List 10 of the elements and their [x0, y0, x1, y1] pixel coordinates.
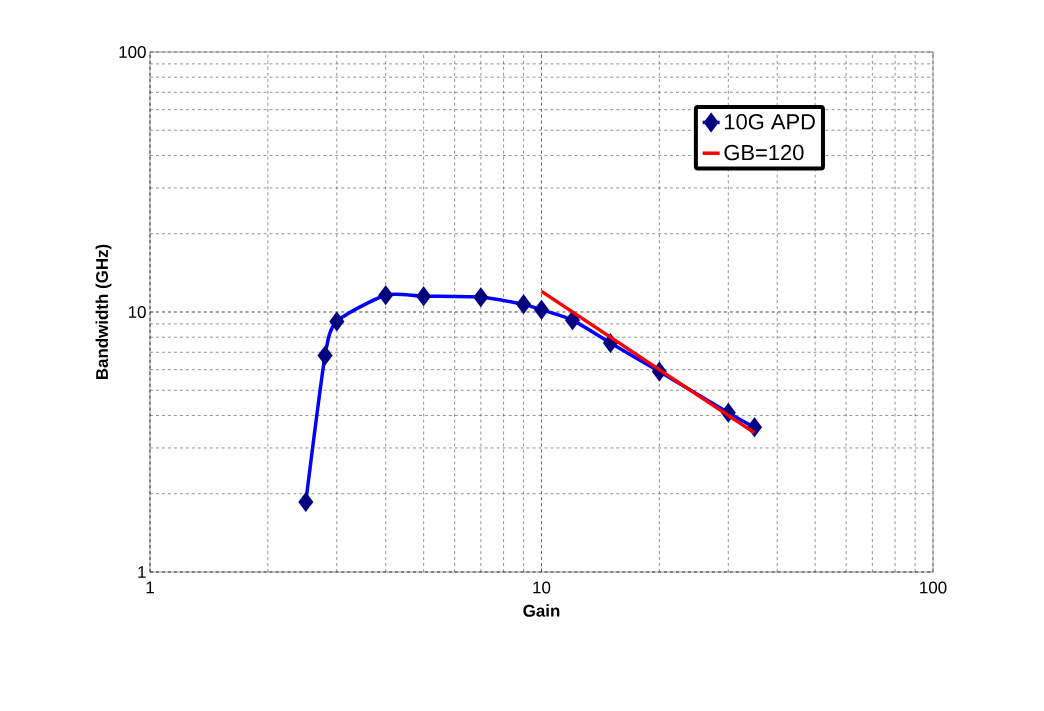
- x-tick-label: 10: [533, 581, 551, 594]
- y-tick-label: 100: [119, 45, 146, 58]
- legend-label: GB=120: [724, 144, 804, 161]
- x-tick-label: 1: [146, 581, 154, 594]
- y-axis-title: Bandwidth (GHz): [95, 244, 112, 380]
- legend-label: 10G APD: [725, 114, 815, 130]
- y-tick-label: 10: [128, 306, 146, 318]
- x-tick-label: 100: [920, 581, 947, 594]
- x-axis-title: Gain: [523, 604, 560, 617]
- y-tick-label: 1: [138, 566, 146, 578]
